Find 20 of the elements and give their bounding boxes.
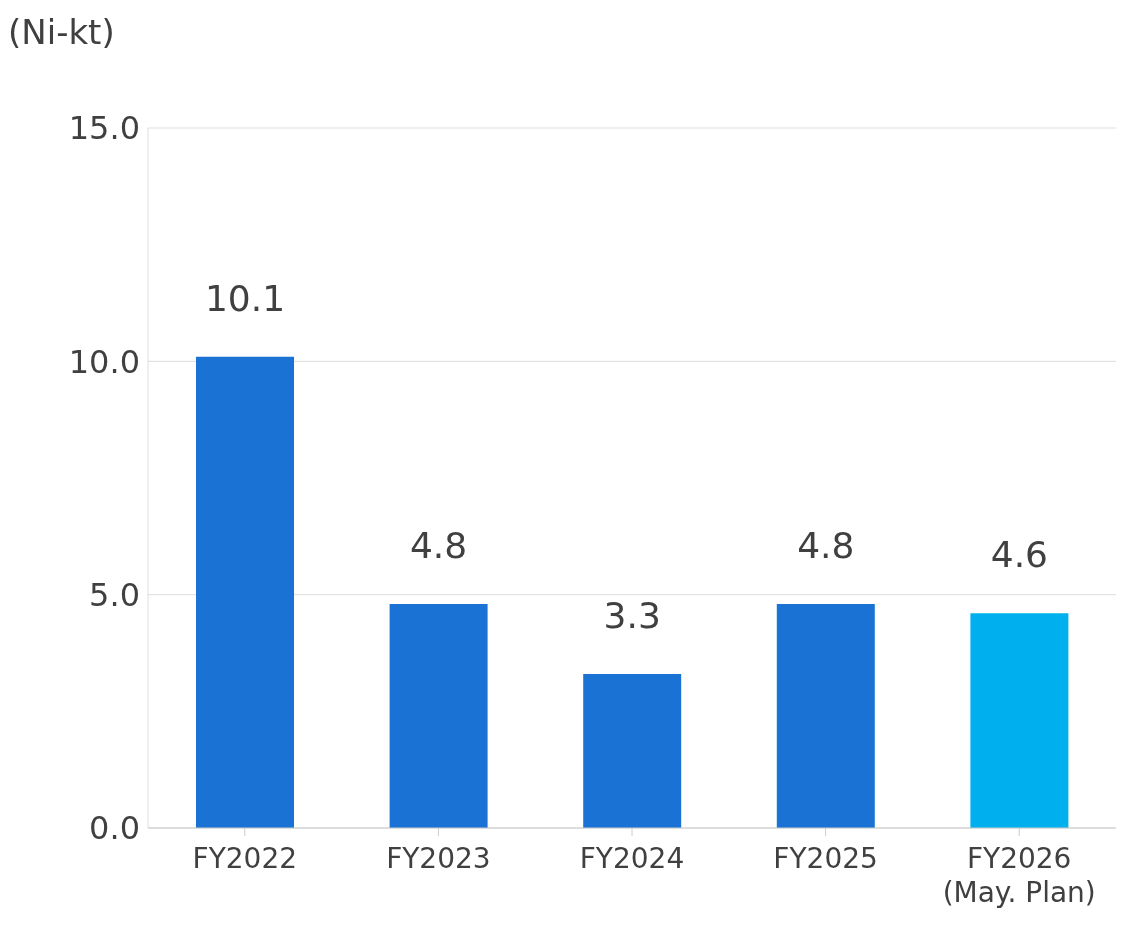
bar [776,604,875,828]
y-tick-label: 10.0 [68,342,140,381]
bar [583,674,682,828]
y-tick-label: 15.0 [68,109,140,148]
x-tick-label: FY2026 (May. Plan) [942,842,1096,909]
data-label: 4.6 [990,534,1049,576]
y-axis-title: (Ni-kt) [8,12,115,52]
data-label: 10.1 [204,277,286,319]
x-tick-label: FY2025 [773,842,878,875]
y-tick-label: 5.0 [89,576,140,615]
x-tick-label: FY2022 [192,842,298,875]
x-tick-label: FY2023 [386,842,491,875]
y-tick-label: 0.0 [89,809,140,848]
bar [389,604,488,828]
data-label: 4.8 [797,525,855,566]
data-label: 3.3 [603,595,661,636]
bar [970,613,1069,828]
data-label: 4.8 [409,525,468,566]
bar [196,356,294,828]
x-tick-label: FY2024 [579,842,685,875]
